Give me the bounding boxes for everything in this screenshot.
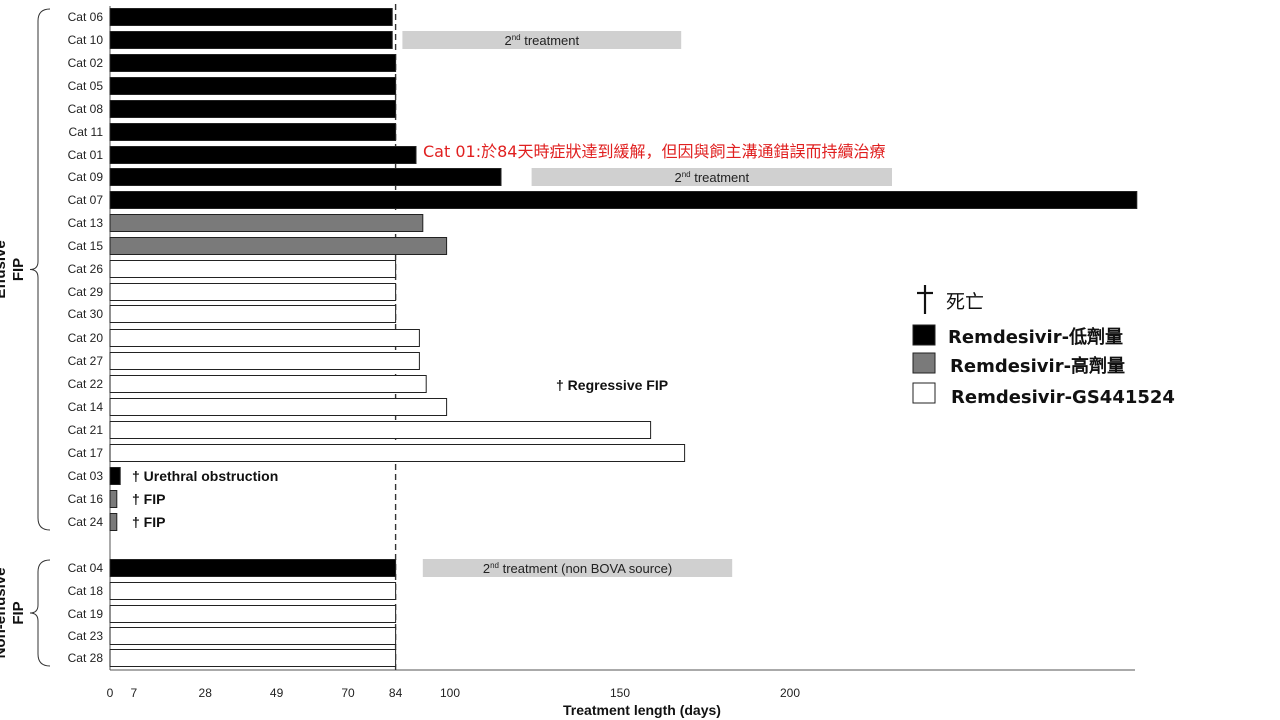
- bar-cat-13: [109, 214, 424, 232]
- category-label: Cat 14: [68, 400, 104, 414]
- bar-series: Cat 06 Cat 10 Cat 02 Cat 05 Cat 08 Cat 11 Cat …: [68, 8, 1138, 667]
- bar-cat-16: [109, 490, 118, 508]
- bar-cat-19: [109, 605, 397, 623]
- bar-cat-26: [109, 260, 397, 278]
- group-bracket: [29, 559, 51, 667]
- legend-swatch-high: [912, 352, 936, 374]
- group-bracket: [29, 8, 51, 531]
- category-label: Cat 03: [68, 469, 104, 483]
- bar-cat-17: [109, 444, 686, 462]
- bar-cat-15: [109, 237, 448, 255]
- bar-cat-18: [109, 582, 397, 600]
- bar-cat-04: [109, 559, 397, 577]
- x-tick-label: 28: [199, 686, 213, 700]
- x-axis-title: Treatment length (days): [563, 702, 721, 718]
- category-label: Cat 13: [68, 216, 104, 230]
- bar-cat-14: [109, 398, 448, 416]
- legend-label-gs: Remdesivir-GS441524: [951, 387, 1175, 408]
- bar-cat-11: [109, 123, 397, 141]
- category-label: Cat 01: [68, 148, 104, 162]
- bar-cat-21: [109, 421, 652, 439]
- second-treatment-bar: [402, 31, 682, 49]
- category-label: Cat 18: [68, 584, 104, 598]
- bar-cat-02: [109, 54, 397, 72]
- bar-cat-29: [109, 283, 397, 301]
- second-treatment-bars: 2nd treatment 2nd treatment 2nd treatment …: [402, 31, 892, 577]
- category-label: Cat 27: [68, 354, 104, 368]
- legend-swatch-gs: [912, 382, 936, 404]
- x-tick-label: 200: [780, 686, 800, 700]
- group-brackets: EffusiveFIP Non-effusiveFIP: [0, 8, 51, 667]
- category-label: Cat 28: [68, 651, 104, 665]
- second-treatment-bar: [422, 559, 733, 577]
- cat01-remission-note: Cat 01:於84天時症狀達到緩解，但因與飼主溝通錯誤而持續治療: [423, 142, 885, 161]
- x-tick-label: 49: [270, 686, 284, 700]
- second-treatment-label: 2nd treatment (non BOVA source): [483, 561, 672, 576]
- death-annotation: † Urethral obstruction: [132, 468, 278, 484]
- category-label: Cat 15: [68, 239, 104, 253]
- category-label: Cat 17: [68, 446, 104, 460]
- second-treatment-bar: [531, 168, 892, 186]
- category-label: Cat 10: [68, 33, 104, 47]
- second-treatment-label: 2nd treatment: [504, 33, 579, 48]
- category-label: Cat 11: [69, 125, 104, 139]
- category-label: Cat 02: [68, 56, 104, 70]
- category-label: Cat 22: [68, 377, 104, 391]
- category-label: Cat 23: [68, 629, 104, 643]
- group-label: Non-effusiveFIP: [0, 568, 27, 659]
- bar-cat-09: [109, 168, 502, 186]
- category-label: Cat 30: [68, 307, 104, 321]
- bar-cat-23: [109, 627, 397, 645]
- category-label: Cat 05: [68, 79, 104, 93]
- regressive-fip-note: † Regressive FIP: [556, 377, 668, 393]
- category-label: Cat 09: [68, 170, 104, 184]
- category-label: Cat 19: [68, 607, 104, 621]
- death-annotation: † FIP: [132, 491, 165, 507]
- bar-cat-06: [109, 8, 393, 26]
- category-label: Cat 26: [68, 262, 104, 276]
- x-tick-label: 70: [341, 686, 355, 700]
- x-tick-label: 100: [440, 686, 460, 700]
- legend-death-label: 死亡: [946, 291, 984, 313]
- bar-cat-30: [109, 305, 397, 323]
- legend-label-high: Remdesivir-高劑量: [950, 355, 1125, 377]
- death-annotation: † FIP: [132, 514, 165, 530]
- bar-cat-22: [109, 375, 427, 393]
- legend-label-low: Remdesivir-低劑量: [948, 326, 1123, 348]
- bar-cat-07: [109, 191, 1138, 209]
- x-tick-label: 0: [107, 686, 114, 700]
- bar-cat-24: [109, 513, 118, 531]
- category-label: Cat 06: [68, 10, 104, 24]
- category-label: Cat 16: [68, 492, 104, 506]
- category-label: Cat 08: [68, 102, 104, 116]
- category-label: Cat 07: [68, 193, 104, 207]
- second-treatment-label: 2nd treatment: [674, 170, 749, 185]
- category-label: Cat 29: [68, 285, 104, 299]
- group-label: EffusiveFIP: [0, 240, 27, 298]
- category-label: Cat 04: [68, 561, 104, 575]
- bar-cat-03: [109, 467, 121, 485]
- bar-cat-01: [109, 146, 417, 164]
- category-label: Cat 21: [68, 423, 104, 437]
- legend-swatch-low: [912, 324, 936, 346]
- bar-cat-27: [109, 352, 420, 370]
- x-tick-label: 7: [130, 686, 137, 700]
- category-label: Cat 24: [68, 515, 104, 529]
- bar-cat-08: [109, 100, 397, 118]
- category-label: Cat 20: [68, 331, 104, 345]
- bar-cat-20: [109, 329, 420, 347]
- bar-cat-05: [109, 77, 397, 95]
- x-tick-label: 150: [610, 686, 630, 700]
- bar-cat-28: [109, 649, 397, 667]
- chart-annotations: † Urethral obstruction † FIP † FIP † Regres…: [132, 142, 885, 530]
- bar-cat-10: [109, 31, 393, 49]
- x-tick-label: 84: [389, 686, 403, 700]
- chart-legend: 死亡 Remdesivir-低劑量 Remdesivir-高劑量 Remdesivir…: [912, 285, 1175, 408]
